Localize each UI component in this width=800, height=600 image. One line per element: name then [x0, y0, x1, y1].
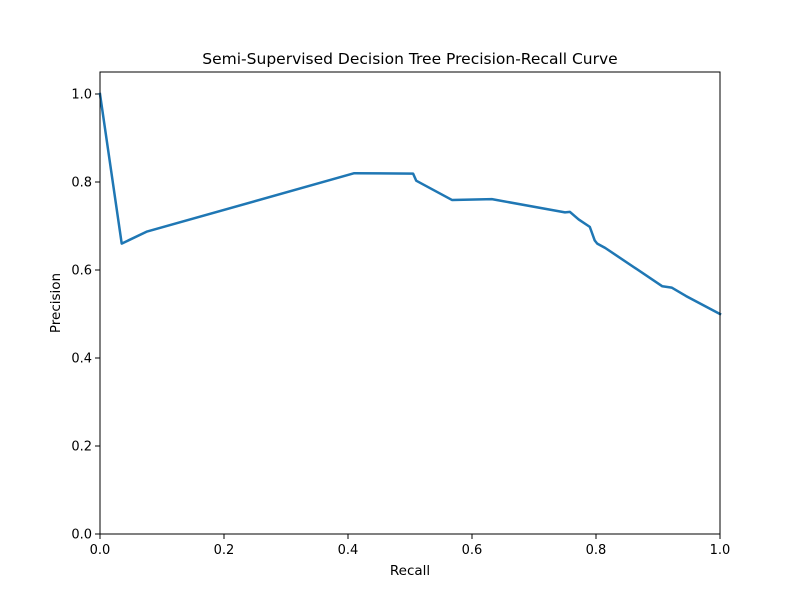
chart-title: Semi-Supervised Decision Tree Precision-…: [202, 50, 617, 68]
series-layer: [98, 92, 722, 316]
y-tick-label: 1.0: [71, 88, 92, 103]
y-tick-label: 0.2: [71, 440, 92, 455]
x-tick-label: 0.0: [90, 543, 111, 558]
series-line-0: [98, 92, 722, 316]
x-tick-label: 0.4: [338, 543, 359, 558]
x-tick-label: 0.2: [214, 543, 235, 558]
x-axis-label: Recall: [390, 563, 430, 579]
axis-ticks: 0.0 0.2 0.4 0.6 0.8 1.0 0.0 0.2 0.4 0.6 0.8 1.0: [71, 88, 730, 559]
y-tick-label: 0.8: [71, 176, 92, 191]
plot-frame: [99, 71, 721, 535]
x-tick-label: 0.6: [462, 543, 483, 558]
x-tick-label: 0.8: [586, 543, 607, 558]
y-axis-label: Precision: [48, 273, 64, 333]
y-tick-label: 0.4: [71, 352, 92, 367]
y-tick-label: 0.6: [71, 264, 92, 279]
x-tick-label: 1.0: [710, 543, 731, 558]
y-tick-label: 0.0: [71, 528, 92, 543]
